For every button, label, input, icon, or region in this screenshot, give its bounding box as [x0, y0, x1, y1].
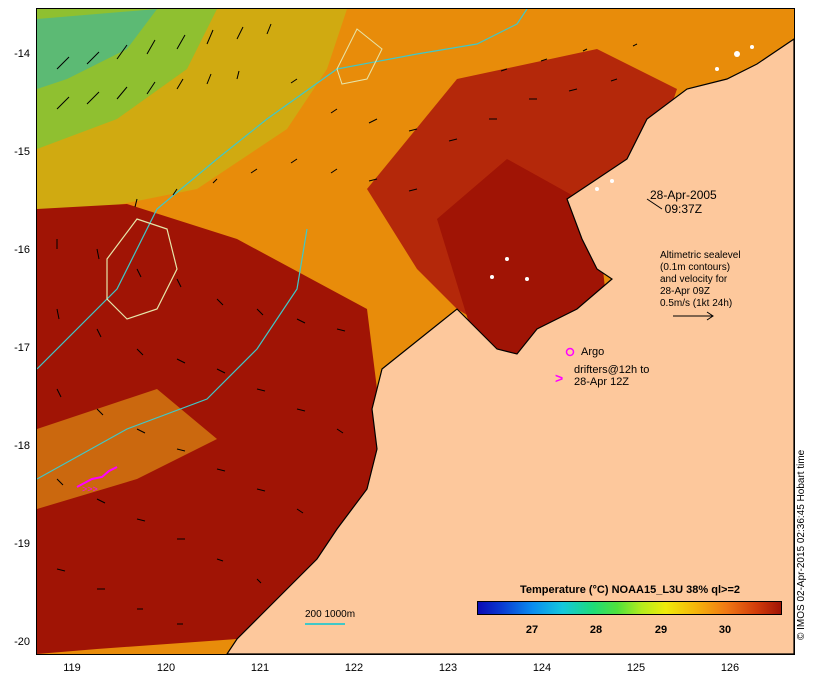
lat-tick-label: -16 [14, 244, 30, 256]
date-line: 28-Apr-2005 [650, 188, 717, 202]
velocity-legend-arrow [673, 311, 714, 321]
time-line: 09:37Z [664, 202, 703, 216]
altimetry-line: (0.1m contours) [660, 262, 731, 273]
lon-tick-label: 120 [156, 662, 176, 674]
lat-tick-label: -19 [14, 538, 30, 550]
lat-tick-label: -14 [14, 48, 30, 60]
lon-tick-label: 121 [250, 662, 270, 674]
date-pointer [646, 198, 663, 210]
lon-tick-label: 124 [532, 662, 552, 674]
drifter-legend-symbol: > [555, 370, 563, 386]
coldest-water-patch [37, 9, 157, 89]
sealevel-contour [336, 28, 383, 85]
cold-water-patch [37, 9, 217, 149]
lon-tick-label: 126 [720, 662, 740, 674]
colorbar-title: Temperature (°C) NOAA15_L3U 38% ql>=2 [520, 584, 740, 596]
land-mass [226, 38, 794, 654]
colorbar-tick-label: 28 [589, 624, 603, 636]
sealevel-contour [37, 9, 528, 370]
drifters-line: 28-Apr 12Z [574, 376, 630, 388]
colorbar-tick-label: 29 [654, 624, 668, 636]
warm-water-region [37, 204, 382, 654]
cloud-mask [490, 45, 754, 281]
temperature-colorbar [477, 601, 782, 615]
lat-tick-label: -17 [14, 342, 30, 354]
drifter-track: >>> [76, 466, 118, 494]
drifters-legend: drifters@12h to 28-Apr 12Z [574, 364, 649, 388]
sst-map: >>> > [36, 8, 795, 655]
credit-text: © IMOS 02-Apr-2015 02:36:45 Hobart time [796, 449, 807, 640]
svg-text:>>>: >>> [82, 484, 98, 494]
lat-tick-label: -18 [14, 440, 30, 452]
depth-contour-legend: 200 1000m [305, 609, 356, 620]
argo-float-marker [565, 347, 575, 357]
lon-tick-label: 125 [626, 662, 646, 674]
lat-tick-label: -15 [14, 146, 30, 158]
altimetry-note: Altimetric sealevel (0.1m contours) and … [660, 250, 741, 310]
altimetry-line: and velocity for [660, 274, 728, 285]
velocity-vectors [56, 23, 638, 625]
sealevel-contour [37, 228, 308, 480]
drifters-line: drifters@12h to [574, 364, 650, 376]
sealevel-contour [106, 218, 178, 320]
lon-tick-label: 123 [438, 662, 458, 674]
colorbar-tick-label: 27 [525, 624, 539, 636]
lon-tick-label: 119 [63, 662, 81, 674]
altimetry-line: Altimetric sealevel [660, 250, 741, 261]
warm-mixing-patch [37, 389, 217, 509]
lon-tick-label: 122 [344, 662, 364, 674]
lat-tick-label: -20 [14, 636, 30, 648]
altimetry-line: 28-Apr 09Z [660, 286, 711, 297]
image-date-label: 28-Apr-2005 09:37Z [650, 188, 717, 216]
colorbar-tick-label: 30 [718, 624, 732, 636]
sst-map-canvas: >>> > [37, 9, 794, 654]
depth-contour-legend-line [305, 623, 345, 625]
altimetry-line: 0.5m/s (1kt 24h) [660, 298, 733, 309]
argo-legend-label: Argo [581, 346, 605, 358]
